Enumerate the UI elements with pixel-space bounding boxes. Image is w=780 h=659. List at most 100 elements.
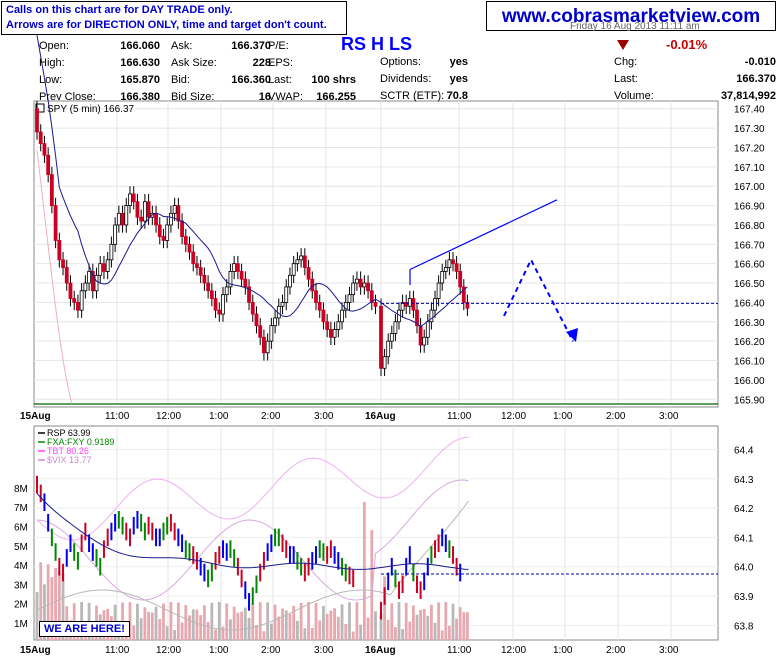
candle-up xyxy=(109,243,114,261)
x-tick-label: 12:00 xyxy=(501,411,526,422)
quote-label: P/E: xyxy=(268,40,289,52)
x-tick-label: 2:00 xyxy=(606,411,626,422)
y-tick-label: 64.3 xyxy=(734,475,754,486)
candle-up xyxy=(389,333,394,342)
volume-bar xyxy=(277,616,281,640)
candle-up xyxy=(343,302,348,311)
volume-bar xyxy=(217,602,221,640)
candle-down xyxy=(366,282,370,292)
candle-down xyxy=(258,325,263,338)
candle-down xyxy=(239,271,244,280)
volume-bar xyxy=(176,602,180,640)
quote-label: Ask Size: xyxy=(171,57,217,69)
candle-down xyxy=(38,131,43,145)
volume-bar xyxy=(180,622,184,640)
candle-up xyxy=(83,282,88,292)
x-tick-label: 12:00 xyxy=(501,645,526,656)
x-tick-label: 1:00 xyxy=(209,411,229,422)
candle-down xyxy=(198,267,203,276)
volume-bar xyxy=(426,615,430,640)
candle-up xyxy=(269,325,274,342)
y-tick-label: 167.00 xyxy=(734,182,765,193)
volume-bar xyxy=(199,615,203,640)
quote-label: EPS: xyxy=(268,57,294,69)
x-tick-label: 15Aug xyxy=(20,645,51,656)
x-tick-label: 3:00 xyxy=(314,645,334,656)
moving-average-line xyxy=(36,35,468,328)
candle-down xyxy=(358,278,363,288)
price-panel xyxy=(33,100,719,408)
candle-up xyxy=(429,309,434,323)
candle-up xyxy=(284,286,289,303)
volume-bar xyxy=(303,628,307,640)
volume-bar xyxy=(401,629,404,640)
candle-up xyxy=(340,309,344,323)
candle-up xyxy=(169,212,173,226)
volume-bar xyxy=(247,617,251,640)
quote-value: 166.380 xyxy=(120,91,160,103)
candle-up xyxy=(433,298,437,311)
website-banner[interactable]: www.cobrasmarketview.com xyxy=(486,1,776,31)
quote-label: Ask: xyxy=(171,40,193,52)
volume-bar xyxy=(139,618,143,640)
quote-label: SCTR (ETF): xyxy=(380,90,445,102)
volume-bar xyxy=(39,562,43,640)
disclaimer-line-2: Arrows are for DIRECTION ONLY, time and … xyxy=(6,19,327,31)
quote-label: Prev Close: xyxy=(39,91,96,103)
volume-bar xyxy=(440,630,444,640)
candle-up xyxy=(128,193,132,206)
volume-bar xyxy=(404,602,408,640)
y-tick-label: 63.8 xyxy=(734,621,754,632)
x-tick-label: 2:00 xyxy=(261,645,281,656)
candle-down xyxy=(317,302,322,311)
y-tick-label: 166.70 xyxy=(734,240,765,251)
volume-bar xyxy=(258,602,262,640)
volume-bar xyxy=(437,602,440,640)
quote-label: Options: xyxy=(380,56,421,68)
down-triangle-icon xyxy=(617,40,629,50)
volume-bar xyxy=(322,606,325,640)
quote-label: Volume: xyxy=(614,90,654,102)
volume-bar xyxy=(422,609,426,640)
candle-down xyxy=(411,298,416,311)
candle-up xyxy=(422,336,427,346)
quote-value: yes xyxy=(449,73,468,85)
candle-up xyxy=(355,278,359,284)
candle-down xyxy=(325,321,330,330)
indicator-legend-item: FXA:FXY 0.9189 xyxy=(47,437,114,447)
we-are-here-label: WE ARE HERE! xyxy=(39,621,130,637)
volume-bar xyxy=(61,573,65,640)
x-tick-label: 16Aug xyxy=(365,645,396,656)
candle-down xyxy=(404,302,409,307)
candle-down xyxy=(369,290,374,303)
quote-value: 166.360 xyxy=(231,74,271,86)
candle-down xyxy=(247,286,251,303)
fxa-line xyxy=(36,500,469,631)
candle-down xyxy=(195,263,199,268)
volume-bar xyxy=(329,610,333,640)
volume-bar xyxy=(184,605,188,640)
candle-down xyxy=(176,205,181,222)
candle-down xyxy=(90,271,95,292)
x-tick-label: 11:00 xyxy=(105,645,130,656)
change-percent: -0.01% xyxy=(666,37,708,52)
candle-down xyxy=(102,263,106,272)
y-tick-label: 167.10 xyxy=(734,163,765,174)
candle-up xyxy=(447,259,452,268)
candle-up xyxy=(105,259,110,272)
candle-down xyxy=(35,108,39,133)
candle-down xyxy=(213,298,218,311)
candle-down xyxy=(64,267,69,284)
volume-bar xyxy=(147,611,150,640)
volume-bar xyxy=(433,622,437,640)
disclaimer-note: Calls on this chart are for DAY TRADE on… xyxy=(1,1,347,35)
candle-up xyxy=(400,302,405,311)
candle-down xyxy=(243,278,248,288)
candle-up xyxy=(425,321,430,338)
y-tick-label: 167.30 xyxy=(734,124,765,135)
volume-tick-label: 6M xyxy=(14,523,28,534)
volume-bar xyxy=(150,612,154,640)
volume-bar xyxy=(269,623,273,640)
quote-value: 16 xyxy=(258,91,271,103)
